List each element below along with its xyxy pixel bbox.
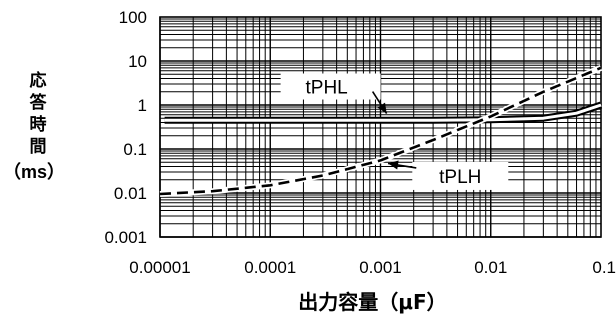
annotation-tplh-label: tPLH <box>439 167 481 188</box>
x-tick-label: 0.0001 <box>244 258 296 277</box>
annotation-tplh-bg <box>412 161 509 190</box>
annotations: tPHL tPLH <box>280 73 509 190</box>
x-tick-label: 0.00001 <box>129 258 190 277</box>
x-tick-label: 0.01 <box>474 258 507 277</box>
series-layer <box>159 65 603 197</box>
y-tick-labels: 100 10 1 0.1 0.01 0.001 <box>104 8 147 247</box>
annotation-tphl-arrowhead <box>377 102 387 114</box>
x-tick-label: 0.001 <box>359 258 402 277</box>
x-tick-label: 0.1 <box>592 258 616 277</box>
y-axis-title-char: 答 <box>30 92 48 113</box>
plot-frame <box>159 16 602 238</box>
y-axis-title-char: 時 <box>30 114 47 135</box>
y-axis-title-char: 間 <box>30 137 47 157</box>
y-tick-label: 10 <box>128 52 147 71</box>
y-tick-label: 0.1 <box>123 140 147 159</box>
annotation-tphl-label: tPHL <box>306 78 348 99</box>
x-tick-labels: 0.00001 0.0001 0.001 0.01 0.1 <box>129 258 616 277</box>
series-tphl-line <box>164 103 602 122</box>
y-axis-title-char: 応 <box>30 70 47 91</box>
grid-lines <box>159 17 601 238</box>
y-axis-title-unit: （ms） <box>3 162 65 182</box>
annotation-tphl-bg <box>280 73 381 100</box>
x-axis-title: 出力容量（μF） <box>298 290 446 314</box>
y-tick-label: 1 <box>138 96 147 115</box>
annotation-tplh-arrowhead <box>388 160 399 170</box>
y-tick-label: 0.01 <box>114 184 147 203</box>
y-tick-label: 0.001 <box>104 228 147 247</box>
series-tplh-line <box>159 66 602 196</box>
y-tick-label: 100 <box>119 8 147 27</box>
